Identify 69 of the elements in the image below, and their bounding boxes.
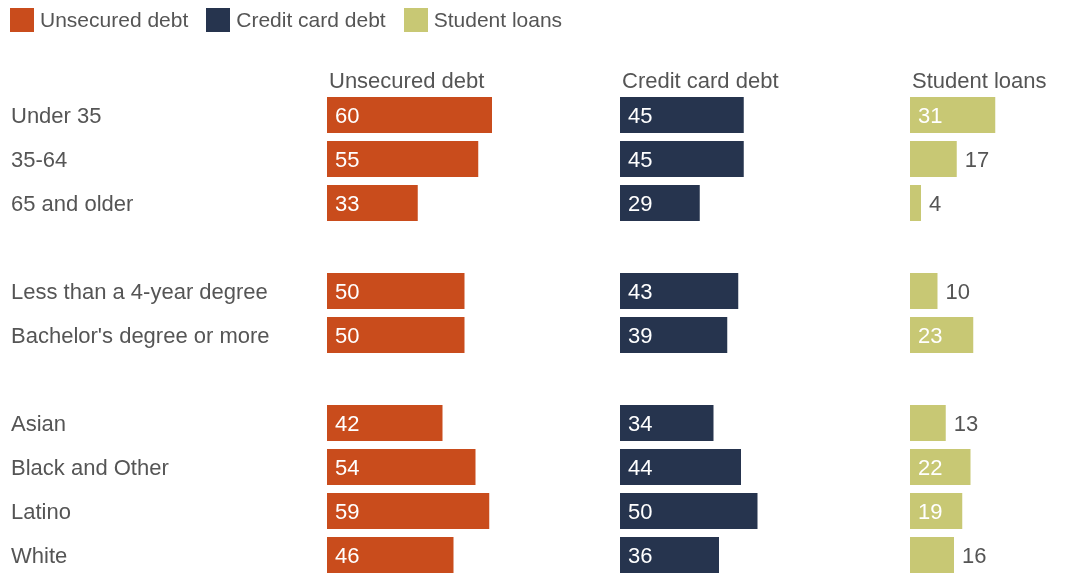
data-label: 31 bbox=[918, 102, 943, 128]
y-tick-label: Latino bbox=[11, 498, 71, 524]
data-label: 33 bbox=[335, 190, 360, 216]
data-label: 16 bbox=[962, 542, 987, 568]
chart-title: Unsecured debt bbox=[329, 68, 485, 94]
y-tick-label: Under 35 bbox=[11, 102, 102, 128]
data-label: 34 bbox=[628, 410, 653, 436]
bar bbox=[327, 449, 476, 485]
data-label: 17 bbox=[964, 146, 990, 172]
data-label: 54 bbox=[335, 454, 360, 480]
y-tick-label: Bachelor's degree or more bbox=[11, 322, 270, 348]
bar bbox=[620, 493, 758, 529]
data-label: 55 bbox=[335, 146, 360, 172]
y-tick-label: 35-64 bbox=[11, 146, 68, 172]
data-label: 50 bbox=[335, 322, 360, 348]
bar bbox=[620, 449, 741, 485]
data-label: 45 bbox=[628, 146, 653, 172]
data-label: 23 bbox=[918, 322, 943, 348]
bar bbox=[910, 449, 971, 485]
bar bbox=[910, 537, 954, 573]
data-label: 4 bbox=[929, 190, 942, 216]
data-label: 29 bbox=[628, 190, 653, 216]
bar bbox=[910, 185, 921, 221]
bar bbox=[910, 493, 963, 529]
data-label: 10 bbox=[945, 278, 970, 304]
bar bbox=[620, 141, 744, 177]
bar bbox=[620, 317, 728, 353]
y-tick-label: Asian bbox=[11, 410, 67, 436]
data-label: 50 bbox=[628, 498, 653, 524]
data-label: 59 bbox=[335, 498, 360, 524]
bar bbox=[327, 141, 479, 177]
bar bbox=[910, 317, 974, 353]
bar bbox=[327, 405, 443, 441]
data-label: 13 bbox=[953, 410, 979, 436]
bar bbox=[910, 405, 946, 441]
bar bbox=[327, 317, 465, 353]
bar bbox=[620, 185, 700, 221]
y-tick-label: Less than a 4-year degree bbox=[11, 278, 268, 304]
bar bbox=[327, 493, 490, 529]
data-label: 36 bbox=[628, 542, 653, 568]
legend-label: Student loans bbox=[433, 8, 563, 32]
legend-label: Credit card debt bbox=[236, 8, 386, 32]
chart-title: Student loans bbox=[912, 68, 1047, 94]
bar bbox=[910, 141, 957, 177]
data-label: 44 bbox=[628, 454, 653, 480]
bar bbox=[620, 537, 719, 573]
bar bbox=[620, 97, 744, 133]
data-label: 46 bbox=[335, 542, 360, 568]
data-label: 22 bbox=[918, 454, 943, 480]
data-label: 39 bbox=[628, 322, 653, 348]
data-label: 19 bbox=[918, 498, 943, 524]
chart-title: Credit card debt bbox=[622, 68, 779, 94]
y-tick-label: White bbox=[11, 542, 68, 568]
y-tick-label: Black and Other bbox=[11, 454, 169, 480]
bar bbox=[327, 273, 465, 309]
data-label: 60 bbox=[335, 102, 360, 128]
legend-label: Unsecured debt bbox=[40, 8, 189, 32]
data-label: 45 bbox=[628, 102, 653, 128]
bar bbox=[910, 273, 938, 309]
bar bbox=[620, 273, 739, 309]
bar bbox=[327, 97, 492, 133]
bar bbox=[620, 405, 714, 441]
bar bbox=[327, 185, 418, 221]
data-label: 43 bbox=[628, 278, 653, 304]
data-label: 42 bbox=[335, 410, 360, 436]
y-tick-label: 65 and older bbox=[11, 190, 134, 216]
bar bbox=[910, 97, 996, 133]
data-label: 50 bbox=[335, 278, 360, 304]
bar bbox=[327, 537, 454, 573]
